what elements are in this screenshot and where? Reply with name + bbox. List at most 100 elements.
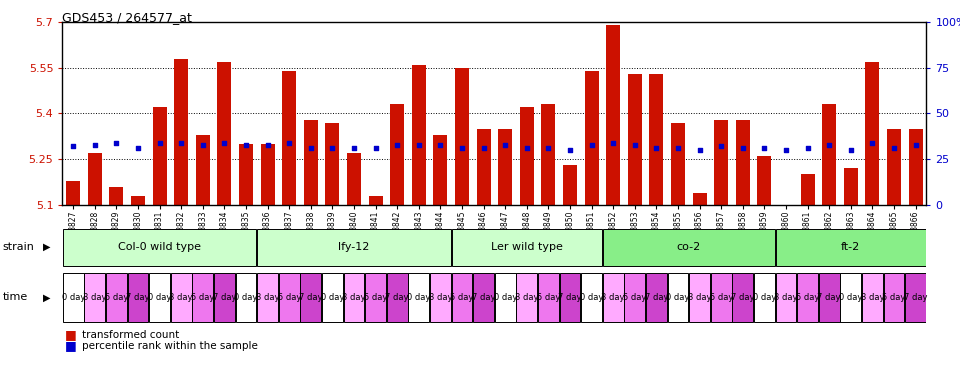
- Text: strain: strain: [3, 242, 35, 252]
- Point: [563, 147, 578, 153]
- Point: [908, 142, 924, 147]
- Text: 3 day: 3 day: [602, 293, 625, 302]
- Bar: [776, 228, 926, 266]
- Point: [260, 142, 276, 147]
- Point: [238, 142, 253, 147]
- Point: [800, 145, 815, 151]
- Text: 0 day: 0 day: [493, 293, 516, 302]
- Bar: [908, 129, 923, 205]
- Bar: [667, 273, 688, 322]
- Bar: [581, 273, 602, 322]
- Text: ■: ■: [65, 339, 77, 352]
- Text: 5 day: 5 day: [450, 293, 473, 302]
- Bar: [171, 273, 192, 322]
- Text: 3 day: 3 day: [775, 293, 798, 302]
- Bar: [239, 144, 253, 205]
- Bar: [62, 228, 256, 266]
- Point: [735, 145, 751, 151]
- Bar: [282, 71, 297, 205]
- Text: 7 day: 7 day: [386, 293, 409, 302]
- Bar: [62, 273, 84, 322]
- Point: [217, 140, 232, 146]
- Bar: [473, 273, 494, 322]
- Bar: [822, 104, 836, 205]
- Point: [649, 145, 664, 151]
- Text: GDS453 / 264577_at: GDS453 / 264577_at: [62, 11, 192, 24]
- Bar: [257, 273, 278, 322]
- Text: 7 day: 7 day: [300, 293, 323, 302]
- Bar: [671, 123, 685, 205]
- Bar: [109, 187, 124, 205]
- Bar: [819, 273, 840, 322]
- Bar: [887, 129, 901, 205]
- Bar: [387, 273, 408, 322]
- Point: [347, 145, 362, 151]
- Text: 7 day: 7 day: [213, 293, 236, 302]
- Bar: [689, 273, 710, 322]
- Text: 5 day: 5 day: [191, 293, 214, 302]
- Point: [152, 140, 167, 146]
- Text: 0 day: 0 day: [61, 293, 84, 302]
- Point: [843, 147, 858, 153]
- Text: ■: ■: [65, 328, 77, 341]
- Point: [174, 140, 189, 146]
- Point: [411, 142, 426, 147]
- Point: [713, 143, 729, 149]
- Bar: [235, 273, 256, 322]
- Bar: [451, 273, 472, 322]
- Text: 3 day: 3 day: [256, 293, 279, 302]
- Bar: [214, 273, 235, 322]
- Bar: [128, 273, 149, 322]
- Bar: [541, 104, 556, 205]
- Bar: [844, 168, 858, 205]
- Point: [87, 142, 103, 147]
- Point: [584, 142, 599, 147]
- Bar: [585, 71, 599, 205]
- Bar: [430, 273, 451, 322]
- Bar: [149, 273, 170, 322]
- Bar: [260, 144, 275, 205]
- Bar: [519, 107, 534, 205]
- Bar: [714, 120, 729, 205]
- Point: [756, 145, 772, 151]
- Bar: [757, 156, 772, 205]
- Bar: [646, 273, 667, 322]
- Bar: [451, 228, 602, 266]
- Bar: [603, 228, 775, 266]
- Bar: [412, 65, 426, 205]
- Text: 3 day: 3 day: [343, 293, 366, 302]
- Text: 5 day: 5 day: [796, 293, 819, 302]
- Text: 5 day: 5 day: [623, 293, 646, 302]
- Bar: [347, 153, 361, 205]
- Text: 5 day: 5 day: [364, 293, 387, 302]
- Point: [390, 142, 405, 147]
- Point: [108, 140, 124, 146]
- Point: [886, 145, 901, 151]
- Bar: [710, 273, 732, 322]
- Point: [497, 142, 513, 147]
- Point: [540, 145, 556, 151]
- Bar: [66, 180, 81, 205]
- Bar: [84, 273, 106, 322]
- Bar: [278, 273, 300, 322]
- Bar: [563, 165, 577, 205]
- Bar: [131, 196, 145, 205]
- Bar: [192, 273, 213, 322]
- Text: 0 day: 0 day: [407, 293, 430, 302]
- Point: [303, 145, 319, 151]
- Bar: [369, 196, 383, 205]
- Bar: [801, 175, 815, 205]
- Text: 0 day: 0 day: [321, 293, 344, 302]
- Bar: [196, 135, 210, 205]
- Text: 5 day: 5 day: [277, 293, 300, 302]
- Point: [195, 142, 210, 147]
- Text: 7 day: 7 day: [127, 293, 150, 302]
- Point: [65, 143, 81, 149]
- Point: [454, 145, 469, 151]
- Bar: [606, 25, 620, 205]
- Text: ▶: ▶: [43, 242, 51, 252]
- Text: Col-0 wild type: Col-0 wild type: [118, 242, 201, 252]
- Point: [670, 145, 685, 151]
- Point: [692, 147, 708, 153]
- Bar: [797, 273, 818, 322]
